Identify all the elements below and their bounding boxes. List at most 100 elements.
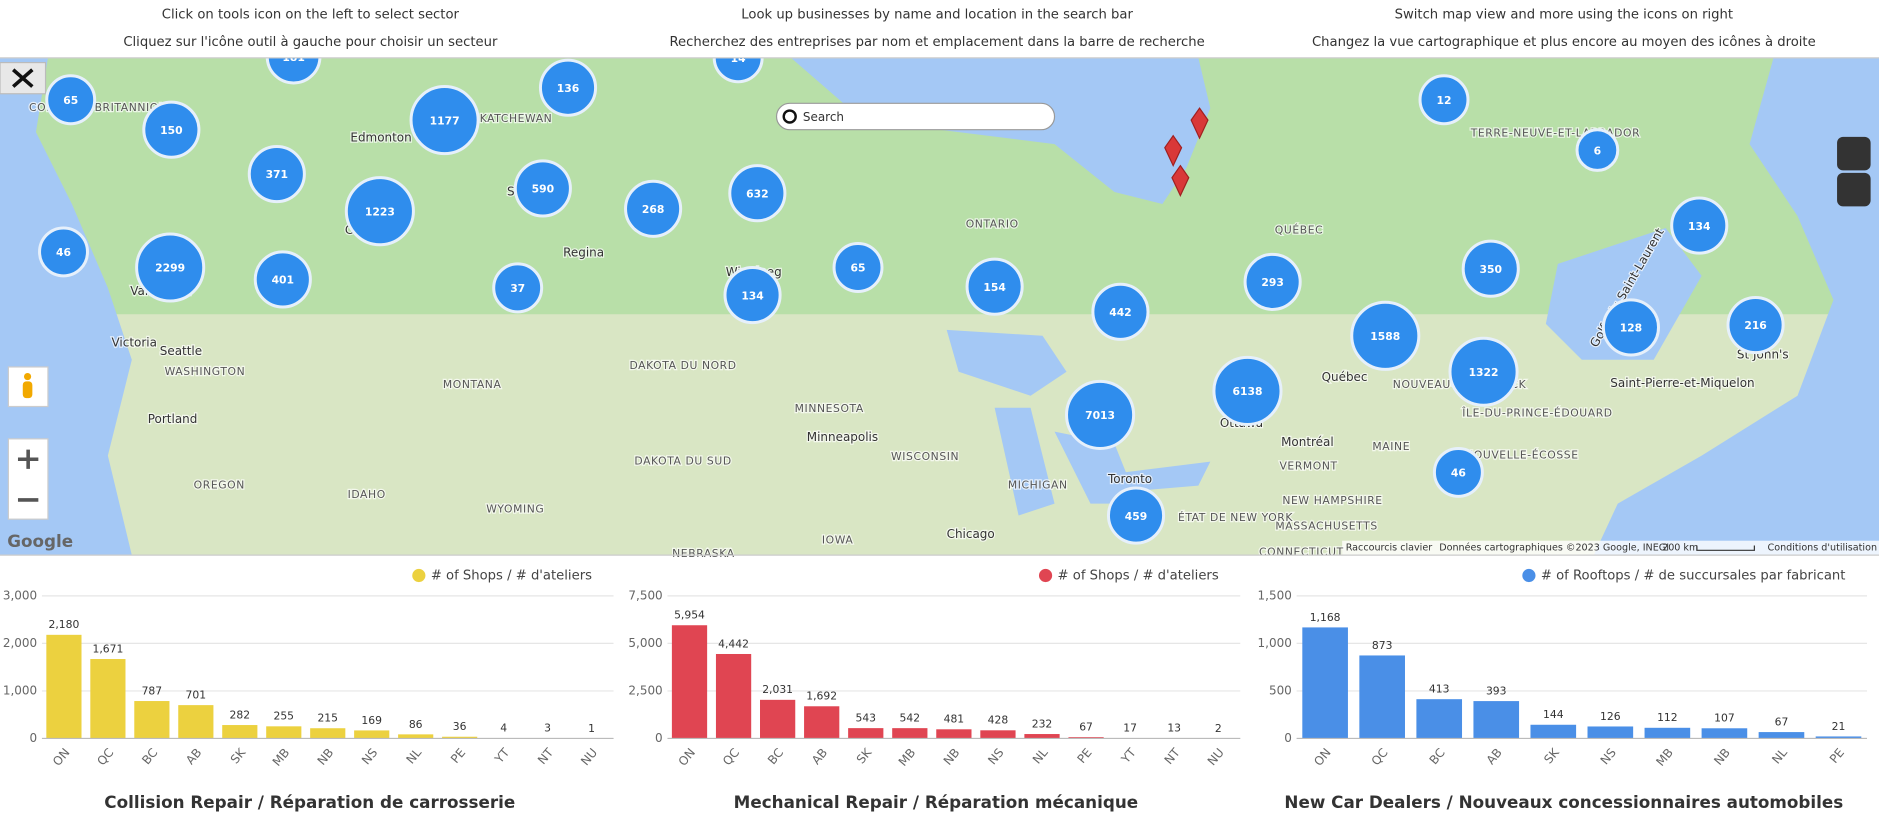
- scale-bar: [1696, 545, 1755, 551]
- city-label: Toronto: [1107, 472, 1152, 486]
- bar: [398, 734, 434, 739]
- value-label: 21: [1832, 720, 1846, 733]
- region-label: IOWA: [822, 534, 854, 547]
- cluster[interactable]: [135, 232, 206, 303]
- value-label: 413: [1429, 683, 1450, 696]
- region-label: MONTANA: [443, 378, 502, 391]
- value-label: 1,692: [806, 690, 837, 703]
- cluster[interactable]: [1106, 486, 1166, 545]
- value-label: 3: [544, 722, 551, 735]
- cluster[interactable]: [1418, 74, 1470, 126]
- cluster[interactable]: [1243, 252, 1302, 311]
- cluster[interactable]: [45, 74, 97, 126]
- value-label: 232: [1032, 717, 1053, 730]
- tools-icon: [11, 68, 34, 88]
- hudson-bay: [790, 57, 1211, 204]
- cluster[interactable]: [1461, 239, 1520, 298]
- y-tick-label: 0: [1284, 731, 1292, 745]
- bar: [1758, 732, 1805, 739]
- measure-button[interactable]: [1837, 172, 1871, 207]
- chart-title: Mechanical Repair / Réparation mécanique: [734, 792, 1138, 812]
- city-label: Saint-Pierre-et-Miquelon: [1610, 376, 1754, 390]
- bar: [980, 730, 1016, 739]
- value-label: 481: [944, 713, 965, 726]
- bar: [442, 736, 478, 739]
- value-label: 17: [1123, 722, 1137, 735]
- bar: [1416, 699, 1463, 739]
- y-tick-label: 1,500: [1258, 588, 1292, 602]
- city-label: Minneapolis: [807, 430, 878, 444]
- bar: [134, 701, 170, 739]
- region-label: VERMONT: [1279, 459, 1337, 472]
- value-label: 2,031: [762, 683, 793, 696]
- y-tick-label: 0: [655, 731, 663, 745]
- instruction: Switch map view and more using the icons…: [1395, 8, 1733, 23]
- cluster[interactable]: [409, 85, 480, 156]
- cluster-count: 150: [160, 124, 182, 137]
- legend-label: # of Shops / # d'ateliers: [431, 568, 592, 583]
- cluster[interactable]: [1065, 379, 1136, 450]
- cluster[interactable]: [1575, 128, 1620, 172]
- bar: [804, 706, 840, 739]
- cluster[interactable]: [344, 176, 415, 247]
- cluster[interactable]: [1448, 336, 1519, 407]
- cluster[interactable]: [253, 250, 312, 309]
- cluster[interactable]: [1350, 300, 1421, 371]
- cluster[interactable]: [965, 257, 1024, 316]
- map-type-button[interactable]: [1837, 136, 1871, 171]
- bar: [1068, 737, 1104, 739]
- map-top-cover: [0, 0, 1879, 58]
- region-label: QUÉBEC: [1275, 223, 1323, 236]
- cluster[interactable]: [247, 144, 306, 204]
- y-tick-label: 2,500: [628, 683, 662, 697]
- cluster[interactable]: [1601, 298, 1661, 357]
- legend-swatch: [1522, 568, 1536, 583]
- value-label: 701: [186, 689, 207, 702]
- pegman: [23, 372, 32, 381]
- cluster[interactable]: [38, 226, 89, 278]
- cluster[interactable]: [492, 262, 544, 314]
- cluster-count: 136: [557, 82, 579, 95]
- us-land: [0, 314, 1879, 556]
- cluster-count: 1588: [1370, 330, 1400, 343]
- search-placeholder[interactable]: Search: [803, 110, 844, 124]
- value-label: 2,180: [49, 618, 80, 631]
- cluster[interactable]: [538, 58, 598, 117]
- cluster[interactable]: [1670, 196, 1729, 255]
- search-bar[interactable]: [775, 102, 1056, 131]
- atlantic: [1593, 57, 1879, 556]
- cluster[interactable]: [832, 242, 884, 293]
- value-label: 4: [500, 722, 507, 735]
- city-label: Victoria: [111, 335, 156, 349]
- cluster[interactable]: [624, 179, 683, 238]
- cluster-count: 128: [1620, 322, 1642, 335]
- value-label: 36: [453, 720, 467, 733]
- cluster[interactable]: [513, 159, 572, 218]
- cluster[interactable]: [1726, 295, 1785, 355]
- cluster[interactable]: [1091, 282, 1150, 341]
- legend-label: # of Shops / # d'ateliers: [1058, 568, 1219, 583]
- value-label: 67: [1775, 715, 1789, 728]
- cluster[interactable]: [1432, 446, 1484, 498]
- cluster-count: 46: [56, 246, 71, 259]
- bar: [1024, 734, 1060, 739]
- pegman-body: [22, 381, 33, 399]
- region-label: ONTARIO: [966, 217, 1019, 230]
- cluster-count: 65: [851, 262, 866, 275]
- marker[interactable]: [1164, 107, 1209, 198]
- cluster[interactable]: [142, 100, 201, 159]
- value-label: 67: [1079, 721, 1093, 734]
- bar: [1815, 736, 1862, 739]
- bar: [178, 705, 214, 739]
- y-tick-label: 1,000: [1258, 636, 1292, 650]
- cluster[interactable]: [728, 164, 787, 223]
- region-label: NEW HAMPSHIRE: [1282, 494, 1382, 507]
- bar: [1701, 728, 1748, 739]
- google-logo: Google: [7, 531, 73, 551]
- map[interactable]: Search COLOMBIE-BRITANNIQUEEdmontonSASKA…: [0, 28, 1879, 561]
- cluster[interactable]: [1212, 355, 1283, 426]
- cluster-count: 459: [1125, 510, 1147, 523]
- bar: [90, 659, 126, 739]
- value-label: 144: [1543, 708, 1564, 721]
- cluster[interactable]: [723, 266, 782, 325]
